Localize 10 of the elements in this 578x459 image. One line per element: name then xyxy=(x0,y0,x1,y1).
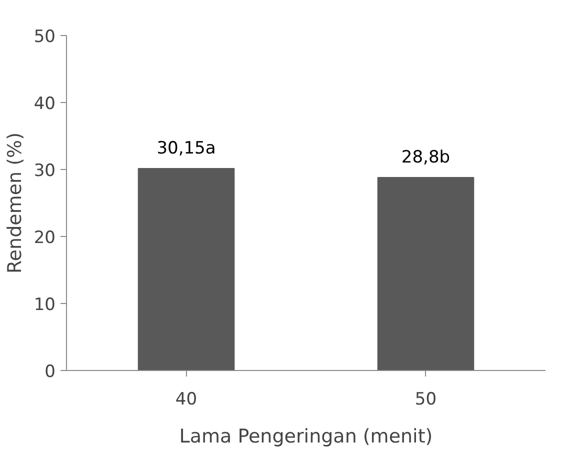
y-axis-title: Rendemen (%) xyxy=(4,132,26,274)
data-label: 28,8b xyxy=(401,148,450,168)
data-label: 30,15a xyxy=(156,138,216,158)
x-axis-title: Lama Pengeringan (menit) xyxy=(179,426,433,448)
y-tick-label: 30 xyxy=(34,161,56,181)
y-tick-label: 10 xyxy=(34,295,56,315)
y-tick-label: 50 xyxy=(34,27,56,47)
y-tick-label: 0 xyxy=(44,362,56,382)
y-tick-label: 20 xyxy=(34,228,56,248)
y-tick-label: 40 xyxy=(34,94,56,114)
